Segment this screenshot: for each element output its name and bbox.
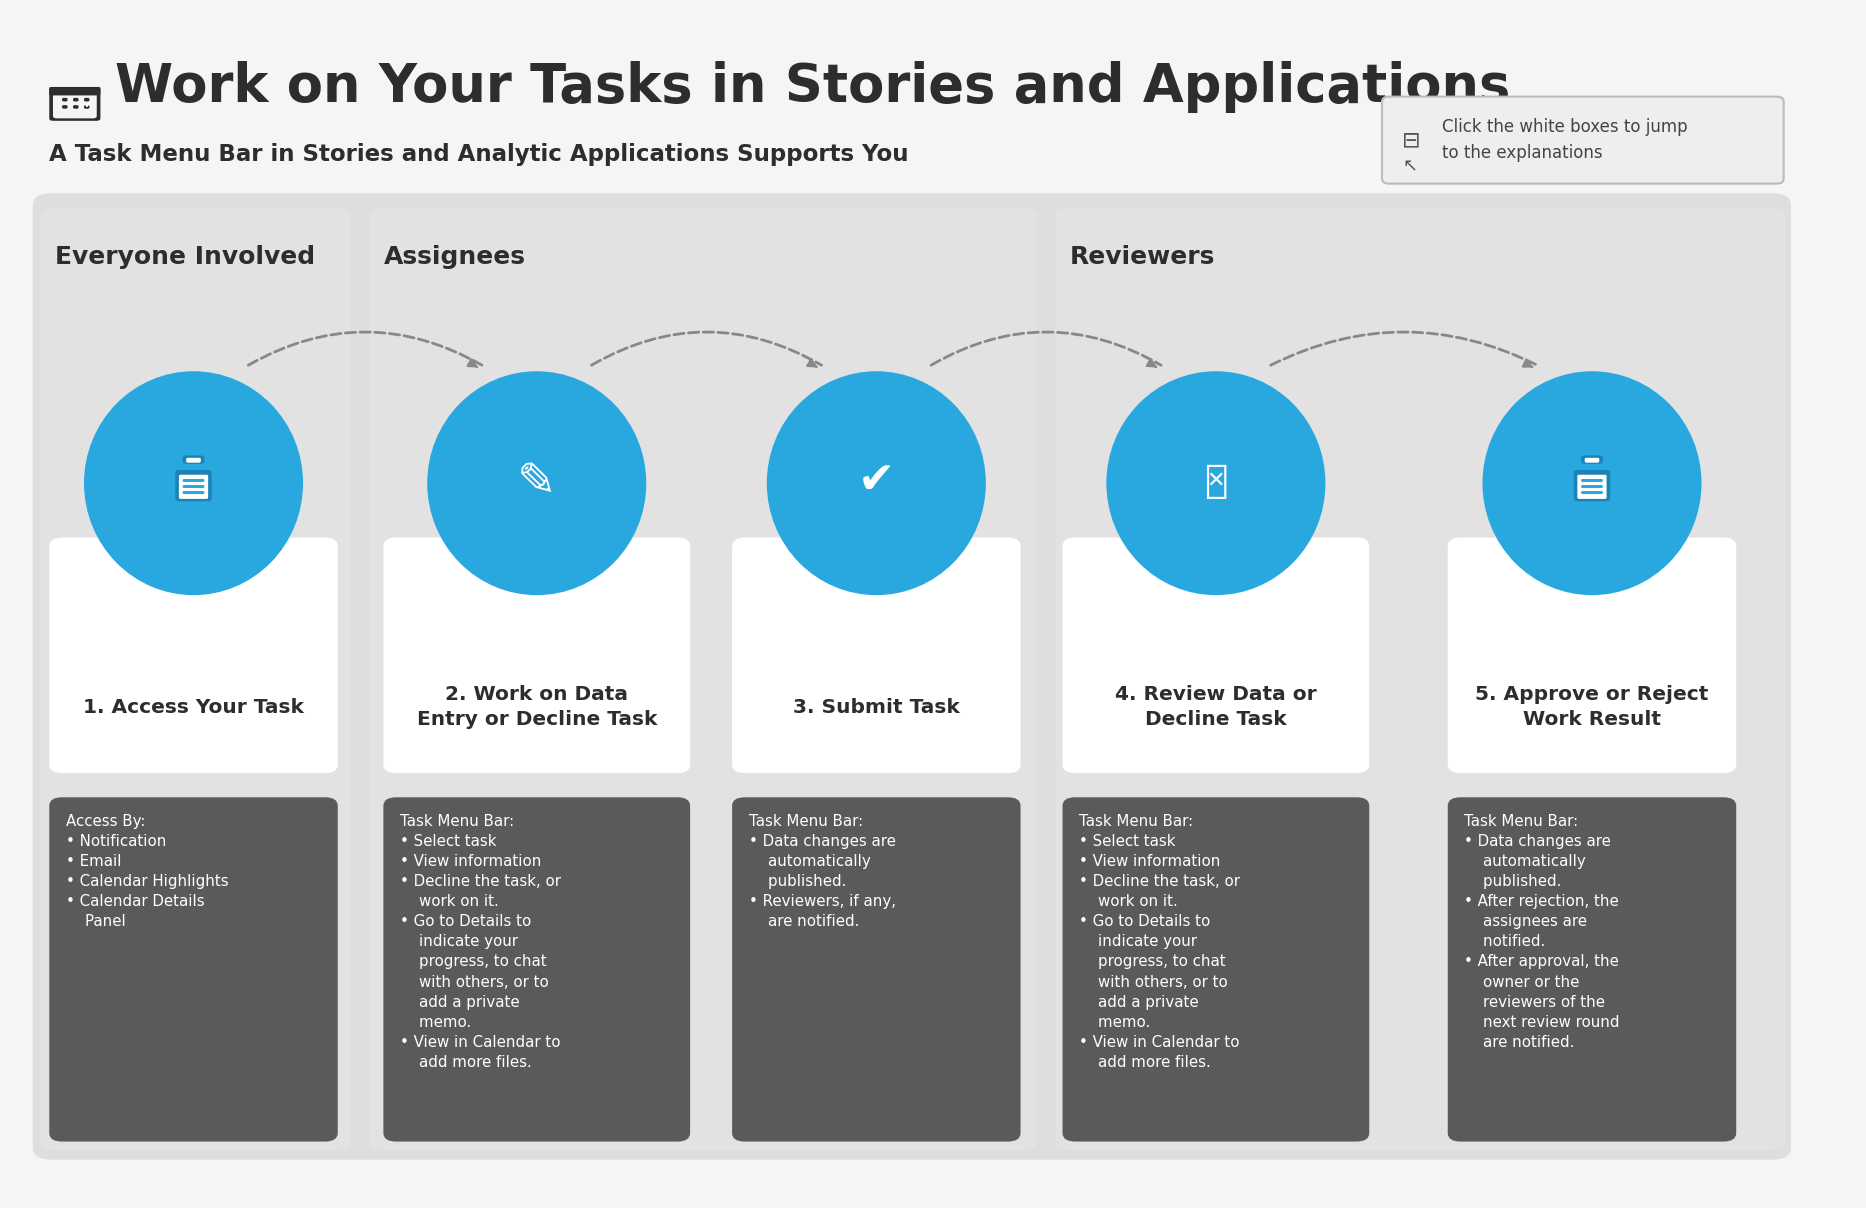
FancyBboxPatch shape [1581, 480, 1603, 482]
Text: ⊟: ⊟ [1401, 130, 1420, 150]
FancyBboxPatch shape [73, 98, 78, 101]
FancyBboxPatch shape [175, 470, 211, 501]
Ellipse shape [427, 371, 646, 596]
FancyBboxPatch shape [1581, 492, 1603, 494]
Text: ✓: ✓ [84, 97, 95, 111]
FancyBboxPatch shape [731, 538, 1021, 773]
FancyBboxPatch shape [52, 92, 97, 118]
FancyBboxPatch shape [383, 797, 690, 1142]
Text: Everyone Involved: Everyone Involved [54, 245, 315, 269]
FancyBboxPatch shape [62, 105, 67, 109]
FancyBboxPatch shape [1577, 475, 1607, 499]
FancyBboxPatch shape [731, 797, 1021, 1142]
FancyBboxPatch shape [41, 208, 351, 1150]
FancyBboxPatch shape [383, 538, 690, 773]
FancyBboxPatch shape [73, 105, 78, 109]
Text: 🛡: 🛡 [1204, 461, 1228, 500]
FancyBboxPatch shape [49, 87, 101, 95]
FancyBboxPatch shape [183, 480, 205, 482]
FancyBboxPatch shape [62, 98, 67, 101]
FancyBboxPatch shape [187, 458, 202, 463]
FancyBboxPatch shape [49, 87, 101, 121]
FancyBboxPatch shape [1581, 455, 1603, 464]
Ellipse shape [1107, 371, 1325, 596]
FancyBboxPatch shape [1573, 470, 1610, 501]
Text: Task Menu Bar:
• Data changes are
    automatically
    published.
• After rejec: Task Menu Bar: • Data changes are automa… [1465, 814, 1620, 1050]
FancyBboxPatch shape [1383, 97, 1784, 184]
FancyBboxPatch shape [1056, 208, 1786, 1150]
FancyBboxPatch shape [369, 208, 1037, 1150]
FancyBboxPatch shape [179, 475, 209, 499]
Text: Access By:
• Notification
• Email
• Calendar Highlights
• Calendar Details
    P: Access By: • Notification • Email • Cale… [65, 814, 228, 929]
Text: ↖: ↖ [1401, 158, 1418, 175]
Ellipse shape [1482, 371, 1702, 596]
FancyBboxPatch shape [1062, 797, 1370, 1142]
Text: 4. Review Data or
Decline Task: 4. Review Data or Decline Task [1116, 685, 1317, 730]
Text: Assignees: Assignees [383, 245, 526, 269]
Text: Task Menu Bar:
• Select task
• View information
• Decline the task, or
    work : Task Menu Bar: • Select task • View info… [399, 814, 562, 1069]
Text: Click the white boxes to jump
to the explanations: Click the white boxes to jump to the exp… [1442, 118, 1689, 162]
FancyBboxPatch shape [49, 797, 338, 1142]
FancyBboxPatch shape [183, 455, 205, 464]
FancyBboxPatch shape [1062, 538, 1370, 773]
Text: Task Menu Bar:
• Select task
• View information
• Decline the task, or
    work : Task Menu Bar: • Select task • View info… [1079, 814, 1241, 1069]
Text: Task Menu Bar:
• Data changes are
    automatically
    published.
• Reviewers, : Task Menu Bar: • Data changes are automa… [748, 814, 896, 929]
FancyBboxPatch shape [1581, 486, 1603, 488]
FancyBboxPatch shape [1448, 797, 1735, 1142]
Ellipse shape [767, 371, 985, 596]
Text: ✕: ✕ [1207, 471, 1226, 490]
FancyBboxPatch shape [34, 193, 1791, 1160]
Text: Reviewers: Reviewers [1069, 245, 1215, 269]
FancyBboxPatch shape [183, 492, 205, 494]
Text: ✔: ✔ [858, 459, 896, 503]
Text: ✎: ✎ [517, 460, 556, 506]
FancyBboxPatch shape [84, 98, 90, 101]
Text: 5. Approve or Reject
Work Result: 5. Approve or Reject Work Result [1476, 685, 1709, 730]
FancyBboxPatch shape [1448, 538, 1735, 773]
Text: 2. Work on Data
Entry or Decline Task: 2. Work on Data Entry or Decline Task [416, 685, 657, 730]
FancyBboxPatch shape [84, 105, 90, 109]
FancyBboxPatch shape [1584, 458, 1599, 463]
Text: 1. Access Your Task: 1. Access Your Task [84, 698, 304, 716]
Ellipse shape [84, 371, 302, 596]
Text: 3. Submit Task: 3. Submit Task [793, 698, 959, 716]
FancyBboxPatch shape [183, 486, 205, 488]
Text: A Task Menu Bar in Stories and Analytic Applications Supports You: A Task Menu Bar in Stories and Analytic … [49, 143, 909, 167]
FancyBboxPatch shape [49, 538, 338, 773]
Text: Work on Your Tasks in Stories and Applications: Work on Your Tasks in Stories and Applic… [116, 60, 1510, 114]
